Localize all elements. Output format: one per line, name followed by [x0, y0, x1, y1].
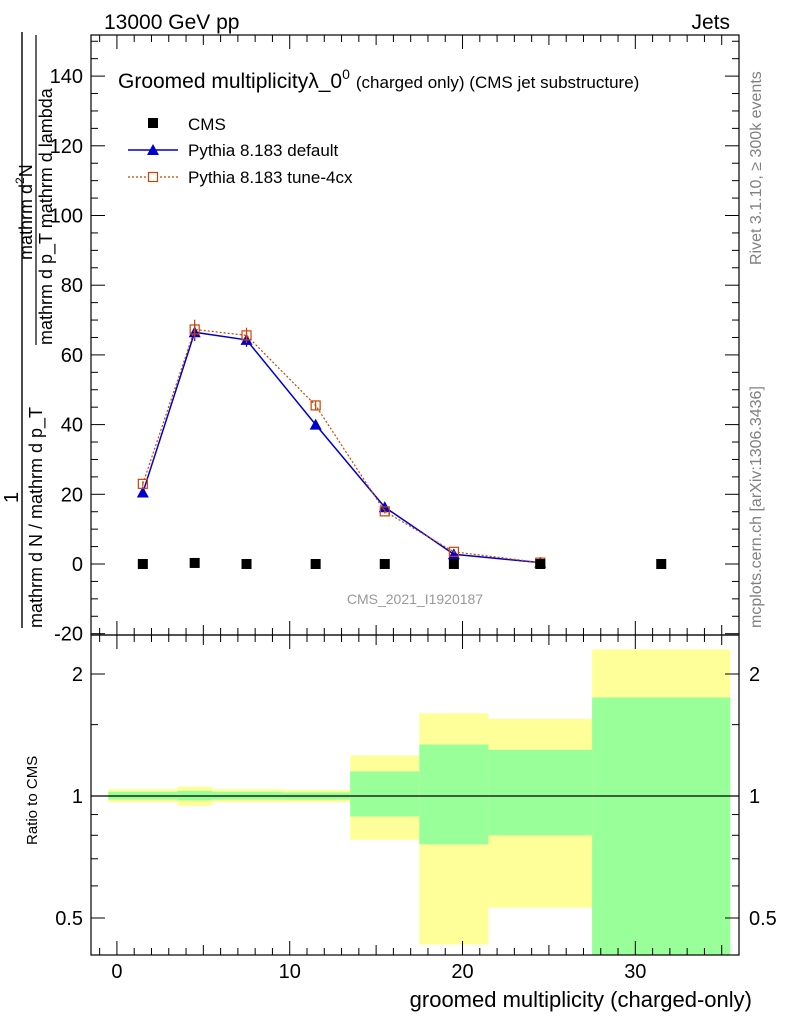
category-label: Jets	[691, 11, 730, 34]
ratio-band-green	[350, 771, 420, 817]
rivet-label: Rivet 3.1.10, ≥ 300k events	[748, 71, 765, 265]
ylabel-second-denominator: mathrm d p_T mathrm d lambda	[36, 87, 57, 345]
ylabel-denominator: mathrm d N / mathrm d p_T	[26, 407, 47, 628]
y-tick-label: -20	[54, 624, 83, 646]
mcplots-label: mcplots.cern.ch [arXiv:1306.3436]	[748, 386, 765, 628]
main-ylabel: 1 mathrm d N / mathrm d p_T mathrm d2N m…	[1, 32, 57, 628]
y-tick-label: 80	[61, 275, 83, 297]
ratio-y-tick-label-right: 0.5	[749, 908, 777, 930]
data-point-pythia-4cx	[379, 506, 390, 517]
data-point-cms	[189, 557, 200, 568]
y-tick-label: 40	[61, 415, 83, 437]
ratio-y-tick-label: 0.5	[55, 908, 83, 930]
legend-cms-label: CMS	[188, 115, 226, 134]
x-tick-label: 30	[624, 961, 646, 983]
data-point-pythia-default	[136, 486, 149, 498]
energy-label: 13000 GeV pp	[104, 11, 239, 34]
y-tick-label: 60	[61, 345, 83, 367]
ratio-plot-frame	[90, 634, 740, 956]
legend: CMS Pythia 8.183 default Pythia 8.183 tu…	[128, 115, 353, 187]
legend-pythia-default-marker	[147, 144, 159, 155]
data-point-pythia-default	[309, 418, 322, 430]
data-point-cms	[448, 559, 459, 569]
data-point-pythia-4cx	[448, 546, 459, 557]
ratio-band-green	[419, 744, 489, 845]
ylabel2-d: mathrm d	[16, 184, 36, 260]
x-tick-label: 20	[451, 961, 473, 983]
data-point-cms	[310, 559, 321, 569]
ratio-y-tick-label: 1	[72, 786, 83, 808]
legend-pythia-4cx-label: Pythia 8.183 tune-4cx	[188, 168, 353, 187]
main-data	[136, 319, 667, 569]
plot-title-sup: 0	[342, 66, 350, 82]
ylabel-second-numerator: mathrm d2N	[13, 164, 36, 260]
data-point-cms	[379, 559, 390, 569]
ratio-axes: 0.5 0.51 12 20 10 20 30	[55, 635, 777, 983]
data-point-cms	[535, 559, 546, 569]
ratio-ylabel: Ratio to CMS	[24, 756, 41, 845]
ylabel-numerator: 1	[1, 492, 23, 503]
ratio-band-green	[488, 749, 593, 836]
ylabel2-N: N	[16, 164, 36, 177]
ylabel-denominator-text: mathrm d N / mathrm d p_T	[26, 407, 47, 628]
data-point-cms	[137, 559, 148, 569]
plot-title: Groomed multiplicityλ_00 (charged only) (…	[118, 66, 639, 93]
y-tick-label: 100	[50, 206, 83, 228]
y-tick-label: 20	[61, 484, 83, 506]
x-tick-label: 10	[279, 961, 301, 983]
y-tick-label: 140	[50, 66, 83, 88]
data-point-cms	[241, 559, 252, 569]
x-tick-label: 0	[111, 961, 122, 983]
ratio-y-tick-label-right: 2	[749, 664, 760, 686]
legend-cms-marker	[148, 118, 158, 128]
series-line-1	[142, 331, 541, 564]
ratio-y-tick-label: 2	[72, 664, 83, 686]
ratio-y-tick-label-right: 1	[749, 786, 760, 808]
plot-title-main: Groomed multiplicityλ_0	[118, 70, 342, 93]
analysis-watermark: CMS_2021_I1920187	[347, 591, 483, 607]
y-tick-label: 120	[50, 136, 83, 158]
legend-pythia-4cx-marker	[147, 171, 159, 183]
y-tick-label: 0	[72, 554, 83, 576]
series-line-2	[142, 328, 541, 564]
ratio-bands	[91, 649, 739, 955]
main-axes: -20 0 20 40 60 80 100 120 140	[50, 35, 739, 646]
data-point-cms	[656, 559, 667, 569]
x-axis-label: groomed multiplicity (charged-only)	[410, 987, 752, 1012]
ratio-band-green	[592, 697, 731, 955]
data-point-pythia-4cx	[189, 324, 200, 335]
ylabel2-sup: 2	[13, 177, 27, 184]
data-point-pythia-4cx	[241, 330, 252, 341]
data-point-pythia-4cx	[310, 400, 321, 411]
legend-pythia-default-label: Pythia 8.183 default	[188, 141, 339, 160]
data-point-pythia-4cx	[137, 478, 148, 489]
plot-title-sub: (charged only) (CMS jet substructure)	[356, 73, 639, 92]
